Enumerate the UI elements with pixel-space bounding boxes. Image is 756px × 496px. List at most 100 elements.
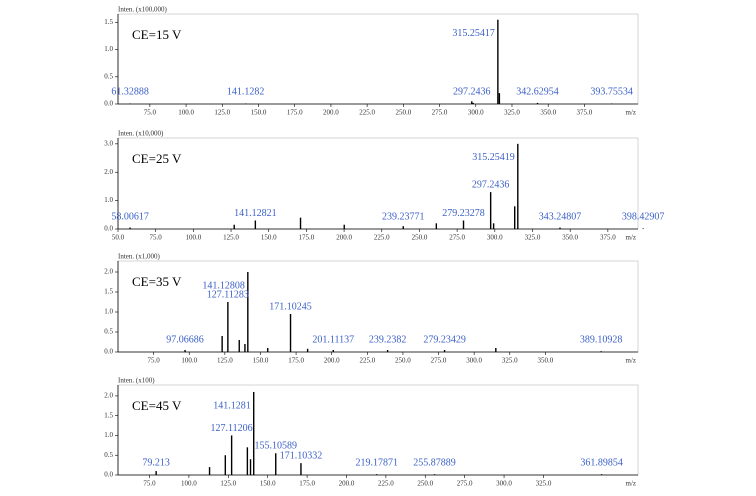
peak-label: 279.23429: [423, 334, 466, 345]
x-tick-label: 100.0: [185, 234, 201, 242]
x-tick-label: 300.0: [466, 357, 482, 365]
x-tick-label: 100.0: [181, 357, 197, 365]
x-tick-label: 225.0: [359, 357, 375, 365]
peak-label: 219.17871: [355, 457, 398, 468]
x-tick-label: 350.0: [538, 357, 554, 365]
x-tick-label: 150.0: [261, 234, 277, 242]
x-tick-label: 100.0: [181, 480, 197, 488]
peak-label: 297.2436: [472, 179, 510, 190]
y-tick-label: 1.0: [104, 45, 113, 53]
peak-label: 127.11283: [207, 289, 249, 300]
y-tick-label: 2.0: [104, 268, 113, 276]
x-tick-label: 325.0: [536, 480, 552, 488]
peak-label: 141.12821: [234, 208, 277, 219]
x-tick-label: 300.0: [496, 480, 512, 488]
peak-label: 315.25419: [472, 152, 515, 163]
peak-label: 127.11206: [211, 423, 253, 434]
x-axis-label: m/z: [626, 109, 637, 117]
y-tick-label: 1.5: [104, 411, 113, 419]
x-tick-label: 225.0: [378, 480, 394, 488]
panel-title: CE=25 V: [132, 151, 182, 166]
peak-label: 58.00617: [111, 211, 149, 222]
x-tick-label: 275.0: [457, 480, 473, 488]
x-tick-label: 150.0: [260, 480, 276, 488]
peak-label: 97.06686: [166, 334, 204, 345]
y-axis-label: Inten. (x10,000): [118, 130, 164, 138]
y-tick-label: 0.0: [104, 225, 113, 233]
y-tick-label: 2.0: [104, 168, 113, 176]
y-tick-label: 1.0: [104, 431, 113, 439]
y-tick-label: 0.0: [104, 348, 113, 356]
panel-title: CE=15 V: [132, 27, 182, 42]
peak-label: 361.89854: [580, 457, 623, 468]
x-tick-label: 200.0: [324, 357, 340, 365]
y-tick-label: 0.5: [104, 328, 113, 336]
x-tick-label: 200.0: [339, 480, 355, 488]
x-tick-label: 375.0: [577, 109, 593, 117]
y-tick-label: 0.5: [104, 72, 113, 80]
x-tick-label: 250.0: [417, 480, 433, 488]
peak-label: 239.2382: [369, 334, 407, 345]
peak-label: 315.25417: [452, 28, 495, 39]
y-axis-label: Inten. (x100,000): [118, 6, 167, 14]
x-axis-label: m/z: [626, 480, 637, 488]
peak-label: 171.10332: [280, 450, 323, 461]
y-axis-label: Inten. (x100): [118, 377, 155, 385]
x-tick-label: 75.0: [143, 480, 156, 488]
y-tick-label: 1.5: [104, 288, 113, 296]
peak-label: 297.2436: [453, 86, 491, 97]
x-tick-label: 350.0: [562, 234, 578, 242]
x-tick-label: 375.0: [600, 234, 616, 242]
x-tick-label: 125.0: [217, 357, 233, 365]
x-tick-label: 50.0: [112, 234, 125, 242]
x-tick-label: 250.0: [395, 109, 411, 117]
y-axis-label: Inten. (x1,000): [118, 253, 160, 261]
y-tick-label: 0.0: [104, 471, 113, 479]
x-tick-label: 125.0: [220, 480, 236, 488]
x-tick-label: 100.0: [178, 109, 194, 117]
x-tick-label: 325.0: [502, 357, 518, 365]
peak-label: 279.23278: [442, 208, 485, 219]
peak-label: 342.62954: [516, 86, 559, 97]
x-tick-label: 275.0: [432, 109, 448, 117]
x-tick-label: 300.0: [468, 109, 484, 117]
peak-label: 201.11137: [312, 334, 354, 345]
y-tick-label: 0.5: [104, 451, 113, 459]
x-tick-label: 150.0: [251, 109, 267, 117]
peak-label: 255.87889: [413, 457, 456, 468]
y-tick-label: 2.0: [104, 392, 113, 400]
x-tick-label: 275.0: [449, 234, 465, 242]
x-tick-label: 175.0: [288, 357, 304, 365]
peak-label: 343.24807: [539, 211, 582, 222]
x-tick-label: 175.0: [299, 480, 315, 488]
y-tick-label: 1.5: [104, 18, 113, 26]
x-tick-label: 150.0: [253, 357, 269, 365]
x-tick-label: 200.0: [323, 109, 339, 117]
peak-label: 171.10245: [269, 301, 312, 312]
x-tick-label: 350.0: [540, 109, 556, 117]
peak-label: 61.32888: [111, 86, 149, 97]
panel-title: CE=45 V: [132, 398, 182, 413]
x-axis-label: m/z: [626, 234, 637, 242]
x-tick-label: 125.0: [223, 234, 239, 242]
panel-title: CE=35 V: [132, 274, 182, 289]
x-tick-label: 250.0: [395, 357, 411, 365]
x-tick-label: 275.0: [431, 357, 447, 365]
peak-label: 141.1281: [213, 400, 251, 411]
x-tick-label: 175.0: [287, 109, 303, 117]
peak-label: 79.213: [142, 457, 170, 468]
peak-label: 393.75534: [590, 86, 633, 97]
x-tick-label: 175.0: [299, 234, 315, 242]
x-tick-label: 225.0: [359, 109, 375, 117]
y-tick-label: 1.0: [104, 196, 113, 204]
x-tick-label: 75.0: [147, 357, 160, 365]
x-tick-label: 75.0: [150, 234, 163, 242]
x-tick-label: 125.0: [214, 109, 230, 117]
x-tick-label: 325.0: [525, 234, 541, 242]
y-tick-label: 1.0: [104, 308, 113, 316]
y-tick-label: 0.0: [104, 100, 113, 108]
x-tick-label: 200.0: [336, 234, 352, 242]
plot-frame: [117, 13, 639, 105]
x-tick-label: 75.0: [144, 109, 157, 117]
